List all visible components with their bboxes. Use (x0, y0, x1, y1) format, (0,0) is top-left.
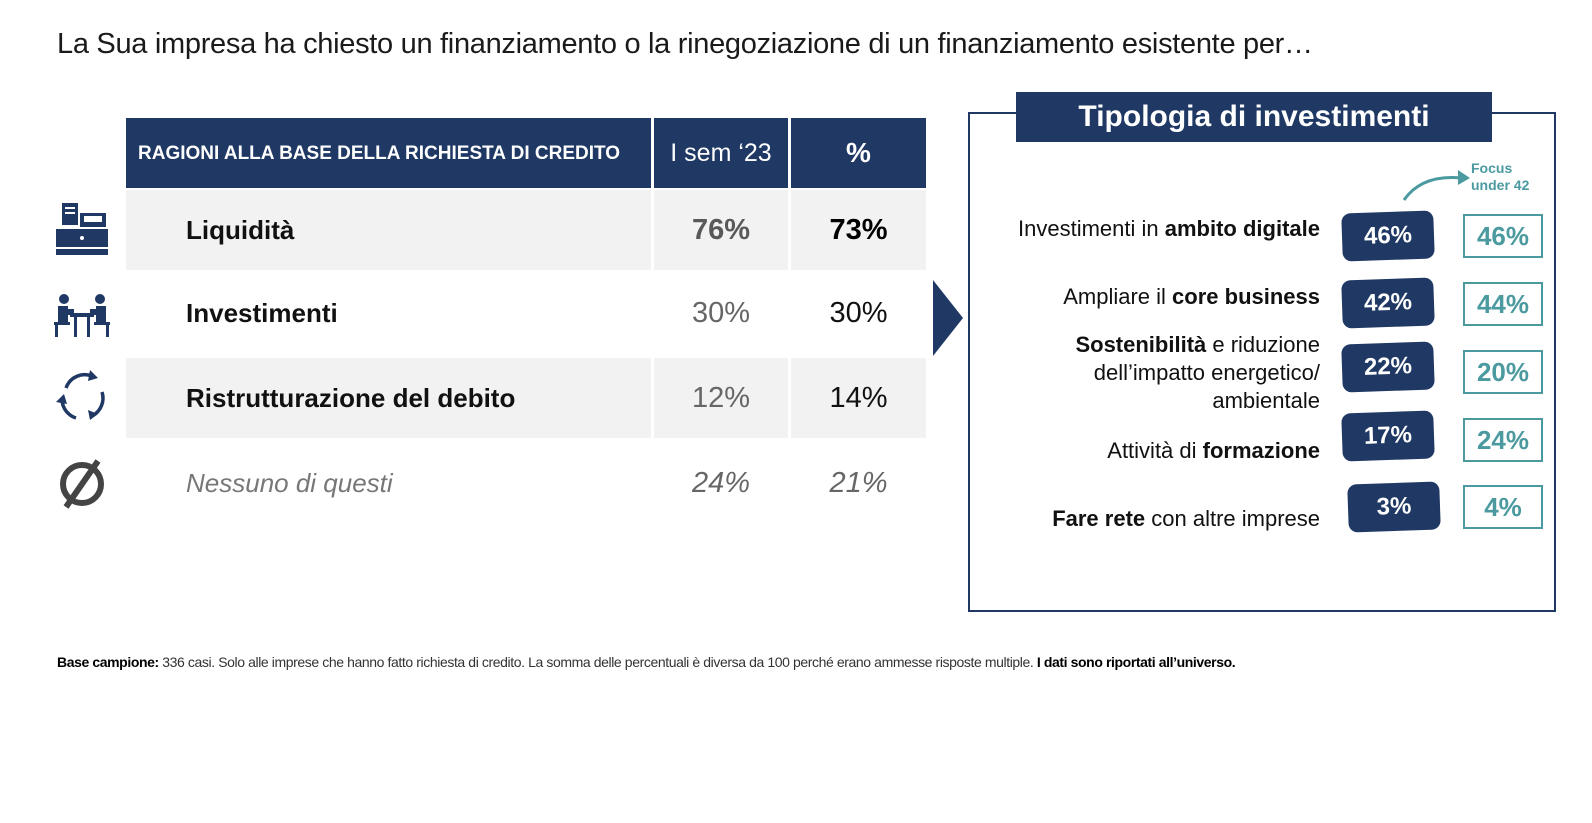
row-value-period: 76% (654, 190, 788, 270)
table-header-percent: % (791, 118, 926, 188)
focus-value: 20% (1463, 350, 1543, 394)
curved-arrow-icon (1402, 170, 1470, 201)
row-label: Investimenti (186, 297, 338, 328)
investment-value: 46% (1341, 210, 1435, 262)
investment-label: Sostenibilità e riduzione dell’impatto e… (1075, 332, 1320, 413)
table-header-period: I sem ‘23 (654, 118, 788, 188)
focus-value: 24% (1463, 418, 1543, 462)
chevron-right-icon (933, 280, 963, 356)
investment-label: Fare rete con altre imprese (1052, 506, 1320, 531)
focus-value: 4% (1463, 485, 1543, 529)
none-icon (60, 459, 104, 509)
cash-register-icon (56, 203, 108, 255)
focus-label: Focus under 42 (1471, 160, 1530, 193)
table-row: Liquidità 76% 73% (126, 190, 926, 270)
investment-label: Investimenti in ambito digitale (1018, 216, 1320, 241)
meeting-icon (54, 294, 110, 337)
row-value-percent: 14% (791, 358, 926, 438)
investment-value: 3% (1347, 481, 1441, 533)
row-value-percent: 30% (829, 296, 888, 329)
row-label: Liquidità (126, 190, 651, 270)
row-value-period: 24% (691, 466, 751, 499)
focus-value: 44% (1463, 282, 1543, 326)
row-value-period: 12% (654, 358, 788, 438)
footnote: Base campione: 336 casi. Solo alle impre… (57, 654, 1236, 670)
investment-label: Attività di formazione (1107, 438, 1320, 463)
focus-value: 46% (1463, 214, 1543, 258)
row-value-percent: 21% (829, 466, 888, 499)
row-label: Ristrutturazione del debito (126, 358, 651, 438)
table-header-reasons: RAGIONI ALLA BASE DELLA RICHIESTA DI CRE… (126, 118, 651, 188)
page-title: La Sua impresa ha chiesto un finanziamen… (57, 28, 1313, 60)
investment-value: 17% (1341, 410, 1435, 462)
investment-value: 42% (1341, 277, 1435, 329)
row-value-percent: 73% (791, 190, 926, 270)
refresh-cycle-icon (56, 370, 105, 420)
investments-title: Tipologia di investimenti (1016, 92, 1492, 142)
table-row: Ristrutturazione del debito 12% 14% (126, 358, 926, 438)
table-row: Nessuno di questi 24% 21% (126, 443, 926, 523)
table-row: Investimenti 30% 30% (126, 273, 926, 353)
row-value-period: 30% (691, 296, 751, 329)
investment-value: 22% (1341, 341, 1435, 393)
row-label: Nessuno di questi (186, 467, 393, 498)
investment-label: Ampliare il core business (1063, 284, 1320, 309)
